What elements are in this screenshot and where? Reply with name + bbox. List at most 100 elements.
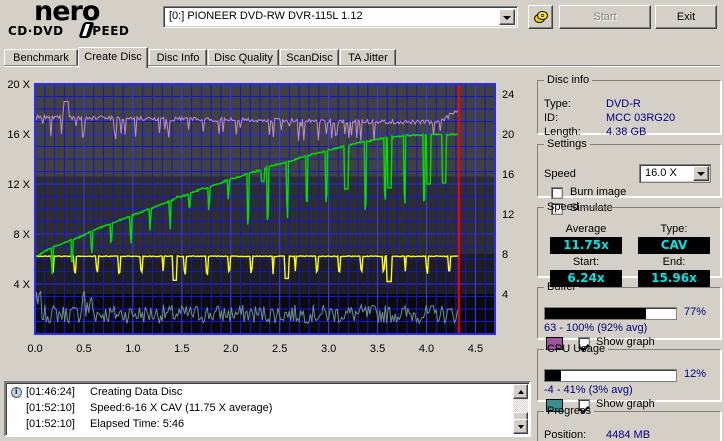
tab-separator	[4, 65, 720, 67]
x-axis-tick: 0.0	[27, 343, 42, 355]
y-axis-right-tick: 16	[502, 169, 514, 181]
buffer-title: Buffer	[547, 281, 577, 293]
chevron-down-icon	[503, 16, 511, 20]
series-cpu-usage	[34, 290, 459, 325]
disc-id-label: ID:	[544, 112, 559, 124]
nero-logo: nero CD·DVDXXSPEED	[8, 0, 158, 40]
tab-disc-quality[interactable]: Disc Quality	[208, 49, 279, 66]
x-axis-tick: 0.5	[76, 343, 91, 355]
buffer-progress-bar	[544, 307, 677, 320]
tab-create-disc[interactable]: Create Disc	[78, 47, 148, 68]
cpu-show-graph-label: Show graph	[596, 398, 655, 410]
disc-length-value: 4.38 GB	[606, 126, 647, 138]
log-scroll-down-button[interactable]	[513, 419, 528, 434]
y-axis-right-tick: 24	[502, 89, 514, 101]
burn-image-label: Burn image	[570, 186, 627, 198]
disc-length-label: Length:	[544, 126, 581, 138]
buffer-range-text: 63 - 100% (92% avg)	[544, 322, 648, 334]
chart-band-2	[35, 254, 495, 294]
buffer-progress-fill	[545, 308, 646, 319]
cpu-percent: 12%	[684, 368, 707, 380]
progress-position-label: Position:	[544, 429, 587, 441]
y-axis-left-tick: 12 X	[7, 179, 30, 191]
speed-average-value: 11.75x	[550, 237, 622, 254]
log-row-0: [01:46:24] Creating Data Disc	[12, 386, 182, 398]
y-axis-left-tick: 20 X	[7, 79, 30, 91]
x-axis-tick: 1.0	[125, 343, 140, 355]
tab-ta-jitter[interactable]: TA Jitter	[340, 49, 396, 66]
logo-wordmark: nero	[34, 0, 100, 27]
disc-type-label: Type:	[544, 98, 571, 110]
x-axis-tick: 4.0	[419, 343, 434, 355]
triangle-up-icon	[518, 390, 524, 394]
speed-type-label: Type:	[660, 223, 688, 235]
burn-image-checkbox[interactable]	[551, 187, 563, 199]
logo-tagline-left: CD·DVD	[8, 24, 64, 38]
disc-icon	[534, 11, 548, 23]
exit-button[interactable]: Exit	[655, 5, 717, 29]
plot-border	[34, 83, 496, 335]
progress-title: Progress	[547, 405, 592, 417]
speed-graph-svg: 4 X 8 X 12 X 16 X 20 X 4 8 12 16 20 24 0.0 0.5 1.0 1.5…	[7, 79, 514, 355]
tab-scandisc[interactable]: ScanDisc	[280, 49, 339, 66]
log-text-0: Creating Data Disc	[90, 386, 183, 398]
cpu-range-text: -4 - 41% (3% avg)	[544, 384, 633, 396]
tab-disc-info[interactable]: Disc Info	[149, 49, 207, 66]
chevron-down-icon	[697, 172, 705, 176]
settings-title: Settings	[547, 138, 587, 150]
y-axis-left-tick: 4 X	[13, 279, 30, 291]
y-axis-right-tick: 8	[502, 249, 508, 261]
buffer-show-graph-label: Show graph	[596, 336, 655, 348]
drive-select[interactable]: [0:] PIONEER DVD-RW DVR-115L 1.12	[163, 6, 518, 28]
chart-band-0	[35, 84, 495, 177]
logo-tagline-right: SPEED	[83, 24, 130, 38]
progress-group: Progress Position: 4484 MB Elapsed: 5:46	[537, 405, 721, 441]
start-button[interactable]: Start	[559, 5, 651, 29]
series-write-speed	[34, 132, 459, 275]
cpu-usage-title: CPU Usage	[547, 343, 606, 355]
speed-graph: 4 X 8 X 12 X 16 X 20 X 4 8 12 16 20 24 0.0 0.5 1.0 1.5…	[3, 72, 531, 372]
log-scrollbar[interactable]	[513, 384, 528, 434]
cpu-usage-group: CPU Usage 12% -4 - 41% (3% avg) Show gra…	[537, 343, 721, 412]
x-axis-tick: 3.0	[321, 343, 336, 355]
drive-select-arrow[interactable]	[499, 9, 515, 25]
log-time-2: [01:52:10]	[26, 418, 75, 430]
y-axis-right-tick: 12	[502, 209, 514, 221]
cpu-progress-bar	[544, 369, 677, 382]
speed-start-label: Start:	[572, 256, 600, 268]
buffer-group: Buffer 77% 63 - 100% (92% avg) Show grap…	[537, 281, 721, 350]
log-time-1: [01:52:10]	[26, 402, 75, 414]
log-row-1: [01:52:10] Speed:6-16 X CAV (11.75 X aver…	[12, 402, 272, 414]
simulate-checkbox[interactable]	[551, 203, 563, 215]
log-time-0: [01:46:24]	[26, 386, 75, 398]
logo-tagline: CD·DVDXXSPEED	[8, 24, 129, 38]
right-panel: Disc info Type: DVD-R ID: MCC 03RG20 Len…	[537, 70, 721, 441]
speed-group-title: Speed	[547, 201, 579, 213]
eject-disc-button[interactable]	[528, 5, 553, 29]
y-axis-left-tick: 16 X	[7, 129, 30, 141]
log-scroll-up-button[interactable]	[513, 384, 528, 399]
speed-select-value: 16.0 X	[645, 167, 677, 179]
speed-group: Speed Average Type: 11.75x CAV Start: En…	[537, 201, 721, 287]
cpu-progress-fill	[545, 370, 561, 381]
series-read-transfer-rate	[34, 254, 460, 283]
speed-select[interactable]: 16.0 X	[639, 164, 711, 183]
x-axis-tick: 4.5	[468, 343, 483, 355]
x-axis-tick: 1.5	[174, 343, 189, 355]
log-panel[interactable]: [01:46:24] Creating Data Disc [01:52:10] S…	[4, 381, 531, 437]
speed-type-value: CAV	[638, 237, 710, 254]
speed-select-arrow[interactable]	[693, 166, 709, 181]
y-axis-right-tick: 20	[502, 129, 514, 141]
x-axis-tick: 3.5	[370, 343, 385, 355]
settings-group: Settings Speed 16.0 X Burn image Simulat…	[537, 138, 721, 215]
triangle-down-icon	[518, 425, 524, 429]
tab-benchmark[interactable]: Benchmark	[4, 49, 78, 66]
toolbar: nero CD·DVDXXSPEED [0:] PIONEER DVD-RW D…	[0, 0, 724, 40]
speed-end-label: End:	[662, 256, 686, 268]
buffer-percent: 77%	[684, 306, 707, 318]
y-axis-right-tick: 4	[502, 289, 508, 301]
log-text-1: Speed:6-16 X CAV (11.75 X average)	[90, 402, 273, 414]
log-row-2: [01:52:10] Elapsed Time: 5:46	[12, 418, 184, 430]
disc-info-title: Disc info	[547, 74, 590, 86]
